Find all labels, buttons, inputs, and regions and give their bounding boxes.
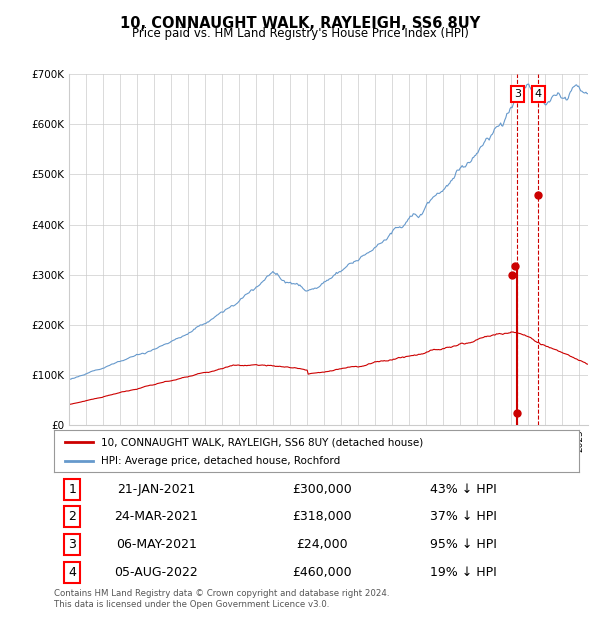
Text: 4: 4	[68, 565, 76, 578]
Text: 24-MAR-2021: 24-MAR-2021	[115, 510, 199, 523]
Text: £460,000: £460,000	[292, 565, 352, 578]
Text: 2: 2	[68, 510, 76, 523]
Text: £318,000: £318,000	[292, 510, 352, 523]
Text: 21-JAN-2021: 21-JAN-2021	[117, 483, 196, 496]
Text: 3: 3	[514, 89, 521, 99]
Text: 37% ↓ HPI: 37% ↓ HPI	[430, 510, 497, 523]
Text: £24,000: £24,000	[296, 538, 347, 551]
Text: 19% ↓ HPI: 19% ↓ HPI	[430, 565, 497, 578]
Text: £300,000: £300,000	[292, 483, 352, 496]
Text: HPI: Average price, detached house, Rochford: HPI: Average price, detached house, Roch…	[101, 456, 341, 466]
Text: 10, CONNAUGHT WALK, RAYLEIGH, SS6 8UY (detached house): 10, CONNAUGHT WALK, RAYLEIGH, SS6 8UY (d…	[101, 437, 424, 447]
Text: 95% ↓ HPI: 95% ↓ HPI	[430, 538, 497, 551]
Text: 06-MAY-2021: 06-MAY-2021	[116, 538, 197, 551]
Text: This data is licensed under the Open Government Licence v3.0.: This data is licensed under the Open Gov…	[54, 600, 329, 609]
Text: Price paid vs. HM Land Registry's House Price Index (HPI): Price paid vs. HM Land Registry's House …	[131, 27, 469, 40]
Text: 4: 4	[535, 89, 542, 99]
Text: 1: 1	[68, 483, 76, 496]
Text: 05-AUG-2022: 05-AUG-2022	[115, 565, 198, 578]
Text: Contains HM Land Registry data © Crown copyright and database right 2024.: Contains HM Land Registry data © Crown c…	[54, 589, 389, 598]
Text: 43% ↓ HPI: 43% ↓ HPI	[430, 483, 497, 496]
Text: 10, CONNAUGHT WALK, RAYLEIGH, SS6 8UY: 10, CONNAUGHT WALK, RAYLEIGH, SS6 8UY	[120, 16, 480, 31]
Text: 3: 3	[68, 538, 76, 551]
